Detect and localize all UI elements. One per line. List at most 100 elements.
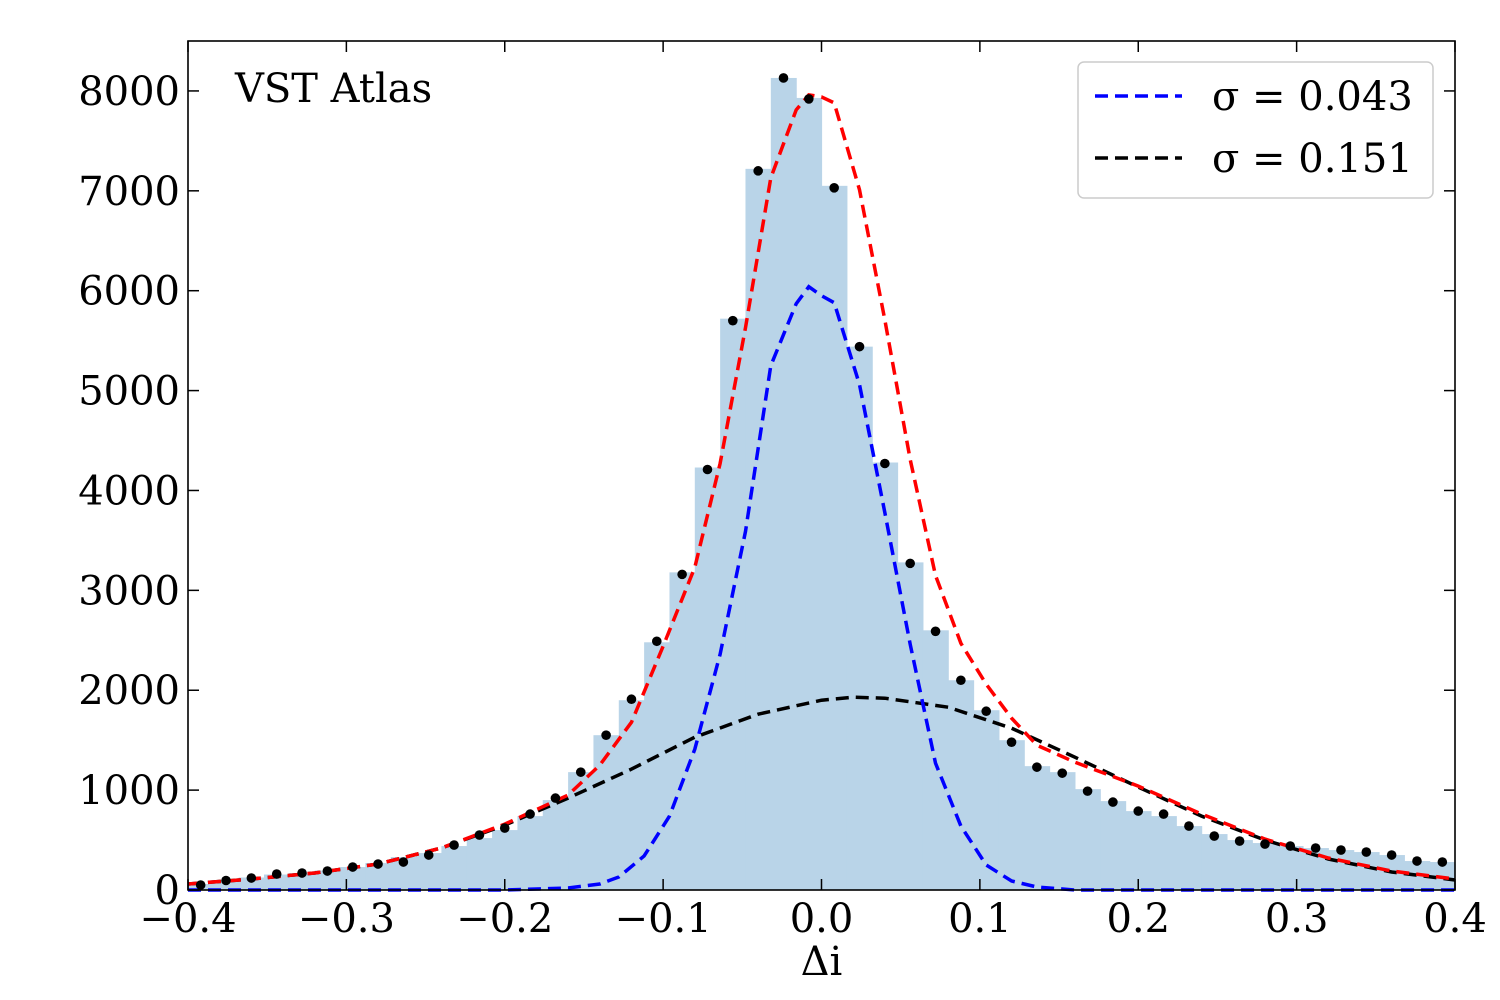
histogram-bar bbox=[1024, 766, 1051, 890]
histogram-bar bbox=[618, 700, 645, 890]
x-tick-label: −0.2 bbox=[456, 896, 553, 942]
histogram-bar bbox=[517, 816, 544, 890]
legend-label-narrow: σ = 0.043 bbox=[1212, 74, 1413, 120]
data-point bbox=[1412, 856, 1422, 866]
data-points bbox=[195, 73, 1448, 890]
histogram-bar bbox=[1176, 826, 1203, 890]
data-point bbox=[1032, 762, 1042, 772]
data-point bbox=[905, 558, 915, 569]
data-point bbox=[1336, 845, 1346, 855]
data-point bbox=[398, 857, 409, 867]
histogram-bar bbox=[1226, 840, 1253, 890]
data-point bbox=[1437, 857, 1448, 867]
data-point bbox=[601, 730, 611, 740]
y-tick-label: 3000 bbox=[78, 568, 180, 614]
histogram-bar bbox=[1100, 801, 1127, 890]
data-point bbox=[423, 850, 434, 860]
histogram-bar bbox=[669, 572, 696, 890]
x-axis-label: Δi bbox=[801, 939, 843, 985]
data-point bbox=[626, 694, 637, 705]
y-tick-label: 2000 bbox=[78, 668, 180, 714]
data-point bbox=[1361, 847, 1372, 857]
data-point bbox=[1184, 821, 1194, 831]
histogram-bar bbox=[441, 846, 468, 890]
x-tick-label: −0.3 bbox=[298, 896, 395, 942]
histogram-bars bbox=[188, 77, 1456, 891]
data-point bbox=[804, 94, 814, 104]
data-point bbox=[778, 73, 789, 83]
data-point bbox=[525, 809, 535, 819]
axis-ticks bbox=[187, 41, 1456, 891]
y-tick-label: 6000 bbox=[78, 269, 180, 315]
histogram-bar bbox=[770, 77, 797, 890]
histogram-bar bbox=[593, 735, 620, 890]
data-point bbox=[1082, 786, 1093, 796]
x-tick-label: 0.3 bbox=[1265, 896, 1329, 942]
histogram-bar bbox=[948, 680, 975, 890]
y-tick-label: 8000 bbox=[78, 69, 180, 115]
histogram-bar bbox=[238, 877, 265, 890]
data-point bbox=[575, 767, 586, 777]
histogram-bar bbox=[1125, 811, 1152, 890]
data-point bbox=[297, 868, 307, 878]
histogram-bar bbox=[973, 710, 1000, 890]
fit-curve-narrow bbox=[188, 284, 1455, 892]
data-point bbox=[499, 823, 510, 833]
data-point bbox=[322, 866, 333, 876]
y-tick-label: 0 bbox=[155, 868, 180, 914]
histogram-bar bbox=[1074, 789, 1101, 890]
histogram-bar bbox=[998, 740, 1025, 890]
histogram-bar bbox=[1328, 850, 1355, 890]
histogram-bar bbox=[289, 873, 316, 890]
data-point bbox=[1310, 843, 1321, 853]
data-point bbox=[449, 840, 459, 850]
data-point bbox=[956, 675, 966, 686]
histogram-bar bbox=[872, 462, 899, 890]
x-tick-label: 0.4 bbox=[1423, 896, 1487, 942]
data-point bbox=[271, 869, 282, 879]
data-point bbox=[195, 880, 206, 890]
data-point bbox=[1057, 768, 1068, 778]
data-point bbox=[1285, 841, 1296, 851]
data-point bbox=[829, 183, 839, 193]
histogram-bar bbox=[1353, 852, 1380, 890]
data-point bbox=[1158, 809, 1169, 819]
data-point bbox=[981, 706, 992, 717]
histogram-bar bbox=[314, 870, 341, 890]
histogram-bar bbox=[821, 185, 848, 890]
data-point bbox=[373, 859, 383, 869]
y-tick-label: 4000 bbox=[78, 468, 180, 514]
legend-label-broad: σ = 0.151 bbox=[1212, 136, 1413, 182]
data-point bbox=[1234, 836, 1245, 846]
y-tick-label: 7000 bbox=[78, 169, 180, 215]
histogram-bar bbox=[1252, 843, 1279, 890]
data-point bbox=[677, 569, 687, 580]
histogram-bar bbox=[644, 642, 671, 890]
data-point bbox=[474, 830, 485, 840]
histogram-bar bbox=[466, 838, 493, 890]
data-point bbox=[347, 862, 358, 872]
histogram-bar bbox=[720, 318, 747, 890]
histogram-bar bbox=[542, 800, 569, 890]
data-point bbox=[854, 341, 865, 352]
data-point bbox=[550, 793, 561, 803]
x-tick-labels: −0.4 −0.3 −0.2 −0.1 0.0 0.1 0.2 0.3 0.4 bbox=[139, 896, 1486, 942]
x-tick-label: −0.1 bbox=[615, 896, 712, 942]
data-point bbox=[1108, 797, 1118, 807]
y-tick-label: 1000 bbox=[78, 768, 180, 814]
histogram-bar bbox=[897, 562, 924, 890]
y-tick-labels: 0 1000 2000 3000 4000 5000 6000 7000 8000 bbox=[78, 69, 180, 914]
data-point bbox=[728, 315, 738, 326]
histogram-bar bbox=[1277, 846, 1304, 890]
data-point bbox=[702, 464, 713, 475]
data-point bbox=[930, 626, 941, 637]
data-point bbox=[221, 875, 231, 886]
x-tick-label: 0.2 bbox=[1106, 896, 1170, 942]
histogram-bar bbox=[745, 168, 772, 890]
legend: σ = 0.043 σ = 0.151 bbox=[1077, 61, 1434, 199]
histogram-bar bbox=[694, 467, 721, 890]
histogram-bar bbox=[1049, 772, 1076, 890]
histogram-bar bbox=[1201, 834, 1228, 890]
histogram-bar bbox=[796, 97, 823, 891]
dataset-annotation: VST Atlas bbox=[234, 66, 432, 112]
